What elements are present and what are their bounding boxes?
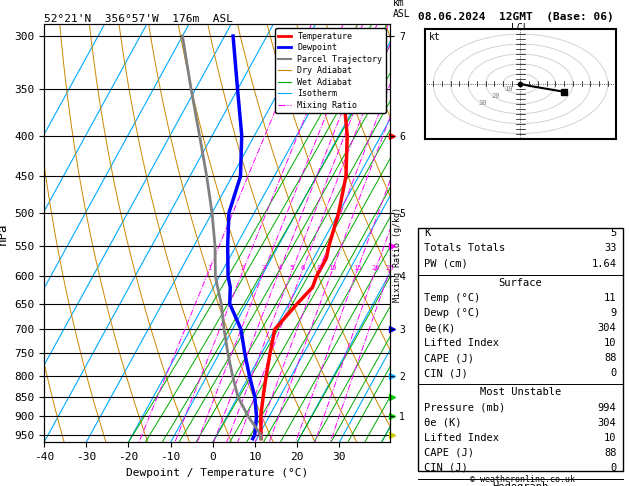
Text: CAPE (J): CAPE (J) — [425, 353, 474, 363]
Text: Most Unstable: Most Unstable — [480, 387, 561, 398]
Text: 11: 11 — [604, 293, 616, 303]
X-axis label: Dewpoint / Temperature (°C): Dewpoint / Temperature (°C) — [126, 468, 308, 478]
Text: 10: 10 — [504, 86, 512, 92]
Legend: Temperature, Dewpoint, Parcel Trajectory, Dry Adiabat, Wet Adiabat, Isotherm, Mi: Temperature, Dewpoint, Parcel Trajectory… — [275, 29, 386, 113]
Text: 0: 0 — [610, 368, 616, 378]
Text: 52°21'N  356°57'W  176m  ASL: 52°21'N 356°57'W 176m ASL — [44, 14, 233, 23]
Text: 3: 3 — [262, 264, 266, 271]
Text: 8: 8 — [317, 264, 321, 271]
Text: 5: 5 — [290, 264, 294, 271]
Text: CIN (J): CIN (J) — [425, 463, 468, 473]
Text: 10: 10 — [604, 338, 616, 348]
Text: 33: 33 — [604, 243, 616, 254]
Text: 4: 4 — [277, 264, 282, 271]
Text: CAPE (J): CAPE (J) — [425, 448, 474, 458]
Text: 25: 25 — [386, 264, 394, 271]
Text: 9: 9 — [610, 308, 616, 318]
Text: Temp (°C): Temp (°C) — [425, 293, 481, 303]
Text: 304: 304 — [598, 417, 616, 428]
Text: 2: 2 — [241, 264, 245, 271]
Text: Dewp (°C): Dewp (°C) — [425, 308, 481, 318]
Text: 88: 88 — [604, 448, 616, 458]
Text: © weatheronline.co.uk: © weatheronline.co.uk — [470, 474, 574, 484]
Text: km
ASL: km ASL — [393, 0, 411, 19]
Text: 5: 5 — [610, 228, 616, 239]
Text: θe(K): θe(K) — [425, 323, 455, 333]
Text: PW (cm): PW (cm) — [425, 259, 468, 269]
Text: 304: 304 — [598, 323, 616, 333]
Text: Surface: Surface — [499, 278, 542, 288]
Text: Pressure (mb): Pressure (mb) — [425, 402, 506, 413]
Text: Lifted Index: Lifted Index — [425, 433, 499, 443]
Text: 08.06.2024  12GMT  (Base: 06): 08.06.2024 12GMT (Base: 06) — [418, 12, 614, 22]
Text: 10: 10 — [328, 264, 337, 271]
Text: LCL: LCL — [511, 23, 529, 33]
Text: CIN (J): CIN (J) — [425, 368, 468, 378]
Text: 20: 20 — [491, 93, 499, 99]
Text: Hodograph: Hodograph — [493, 482, 548, 486]
Text: kt: kt — [428, 33, 440, 42]
Text: 30: 30 — [479, 100, 487, 106]
Text: 88: 88 — [604, 353, 616, 363]
Text: 994: 994 — [598, 402, 616, 413]
Text: θe (K): θe (K) — [425, 417, 462, 428]
Text: 1.64: 1.64 — [592, 259, 616, 269]
Text: Totals Totals: Totals Totals — [425, 243, 506, 254]
Text: 10: 10 — [604, 433, 616, 443]
Text: Lifted Index: Lifted Index — [425, 338, 499, 348]
Text: 15: 15 — [353, 264, 361, 271]
Text: 0: 0 — [610, 463, 616, 473]
Text: K: K — [425, 228, 431, 239]
Text: 6: 6 — [300, 264, 304, 271]
Text: 1: 1 — [207, 264, 211, 271]
Y-axis label: hPa: hPa — [0, 222, 9, 244]
Text: Mixing Ratio (g/kg): Mixing Ratio (g/kg) — [394, 207, 403, 302]
Text: 20: 20 — [371, 264, 379, 271]
